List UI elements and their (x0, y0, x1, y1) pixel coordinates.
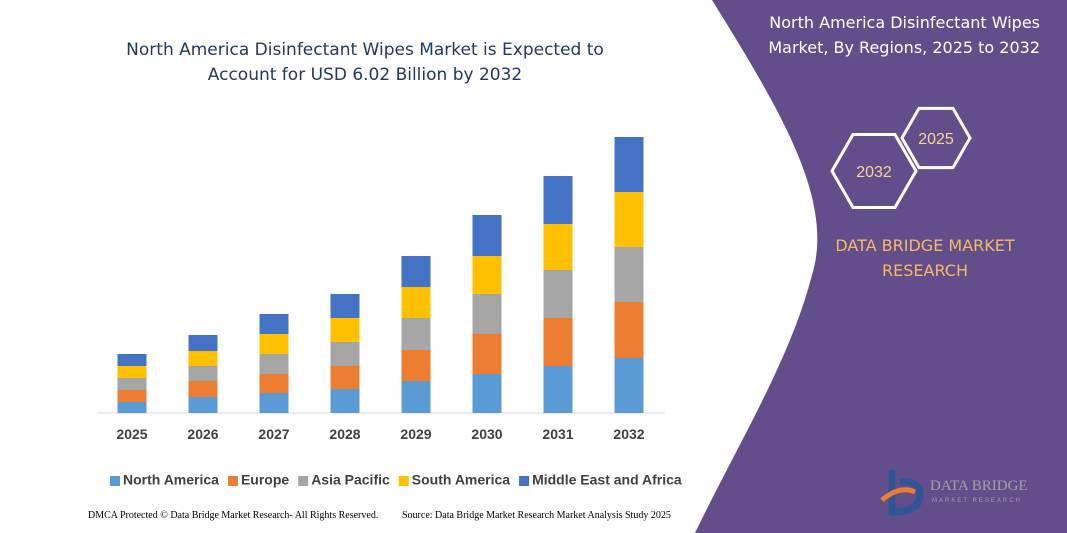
bar-segment (117, 378, 147, 390)
hexagon (830, 132, 918, 210)
legend-label: Asia Pacific (311, 472, 390, 488)
bar-segment (401, 256, 431, 287)
bar-segment (614, 247, 644, 302)
brand: DATA BRIDGE MARKET RESEARCH (835, 236, 1015, 280)
bar-segment (330, 366, 360, 389)
bar-segment (472, 294, 502, 334)
hexagon (900, 106, 972, 170)
bar-segment (401, 318, 431, 350)
logo-mark (888, 470, 924, 516)
hexagon-label: 2032 (856, 164, 892, 181)
x-tick-label: 2030 (471, 426, 502, 442)
bar-segment (188, 381, 218, 397)
bar-segment (543, 270, 573, 318)
legend-label: Middle East and Africa (532, 472, 682, 488)
bar-segment (472, 334, 502, 374)
legend-swatch (110, 476, 120, 486)
bar-segment (330, 294, 360, 318)
bar-segment (401, 350, 431, 381)
bar-segment (614, 302, 644, 358)
bar-segment (614, 358, 644, 413)
legend-swatch (398, 476, 409, 486)
bar-segment (259, 374, 289, 393)
bar-segment (330, 342, 360, 366)
bar-segment (117, 402, 147, 413)
bar-segment (330, 389, 360, 413)
logo-name: DATA BRIDGE (930, 478, 1028, 494)
bar-segment (472, 374, 502, 413)
x-tick-label: 2029 (400, 426, 431, 442)
panel-title: North America Disinfectant Wipes Market,… (768, 13, 1040, 57)
legend-swatch (227, 476, 238, 486)
x-tick-label: 2027 (258, 426, 289, 442)
bar-segment (543, 176, 573, 224)
side-panel (695, 0, 1067, 533)
footer-right: Source: Data Bridge Market Research Mark… (402, 510, 671, 521)
bar-segment (472, 256, 502, 294)
bar-segment (614, 192, 644, 247)
bar-segment (188, 351, 218, 366)
bar-segment (401, 381, 431, 413)
x-tick-label: 2026 (187, 426, 218, 442)
bar-segment (543, 224, 573, 270)
logo: DATA BRIDGE MARKET RESEARCH (880, 470, 1028, 516)
bar-segment (259, 354, 289, 374)
x-tick-label: 2028 (329, 426, 360, 442)
x-tick-label: 2025 (116, 426, 147, 442)
legend-swatch (298, 476, 309, 486)
x-tick-label: 2031 (542, 426, 573, 442)
bar-segment (117, 366, 147, 378)
logo-swoosh (880, 487, 917, 502)
bar-segment (614, 137, 644, 192)
logo-tagline: MARKET RESEARCH (932, 498, 1022, 504)
legend-label: North America (123, 472, 219, 488)
bar-segment (188, 366, 218, 381)
bar-segment (117, 354, 147, 366)
x-tick-label: 2032 (613, 426, 644, 442)
bar-segment (259, 314, 289, 334)
bar-segment (472, 215, 502, 256)
legend-swatch (519, 476, 530, 486)
legend-label: Europe (241, 472, 289, 488)
legend-label: South America (412, 472, 510, 488)
bar-segment (401, 287, 431, 318)
bar-segment (259, 393, 289, 413)
bar-segment (117, 390, 147, 402)
bar-segment (188, 397, 218, 413)
chart-title: North America Disinfectant Wipes Market … (126, 40, 604, 85)
bar-segment (543, 318, 573, 366)
footer-left: DMCA Protected © Data Bridge Market Rese… (88, 510, 378, 521)
bar-segment (259, 334, 289, 354)
bar-segment (543, 366, 573, 413)
hexagon-label: 2025 (918, 131, 954, 148)
bar-segment (330, 318, 360, 342)
bar-segment (188, 335, 218, 351)
